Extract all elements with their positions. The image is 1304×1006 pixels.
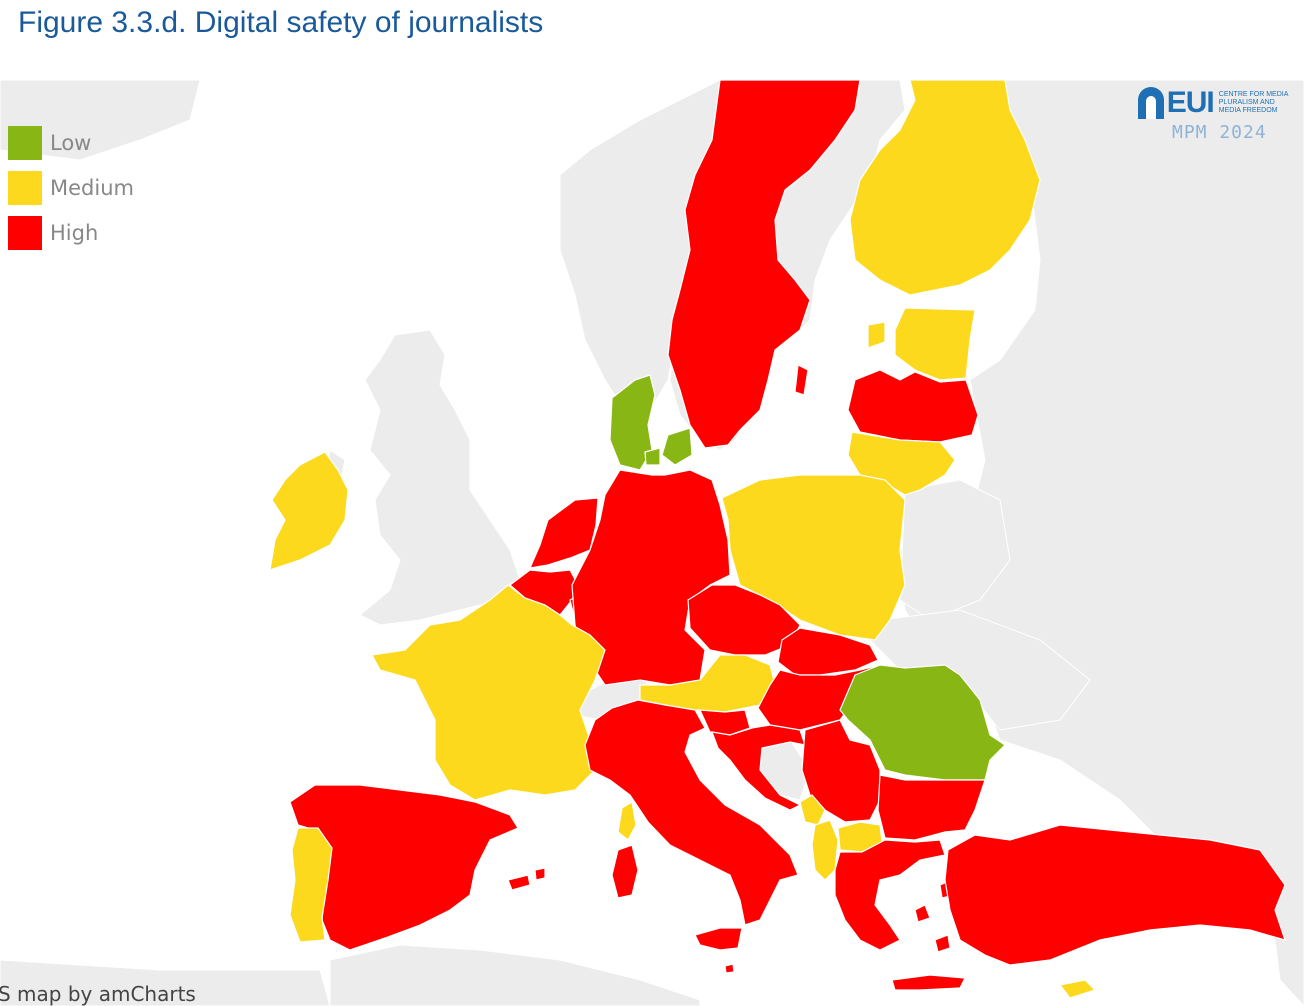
island-gotland — [794, 364, 809, 396]
country-ireland — [269, 451, 349, 571]
country-finland — [849, 80, 1041, 296]
legend-swatch-low — [8, 125, 42, 160]
map-credit: S map by amCharts — [0, 982, 196, 1006]
map-canvas — [0, 80, 1304, 1006]
figure-title: Figure 3.3.d. Digital safety of journali… — [18, 6, 544, 39]
legend-item-medium[interactable]: Medium — [8, 165, 134, 210]
map-legend: Low Medium High — [8, 120, 134, 255]
island-aland — [867, 321, 886, 349]
islands-balearic — [507, 867, 546, 891]
legend-label-high: High — [50, 220, 99, 245]
country-lithuania — [847, 431, 956, 496]
country-malta — [724, 963, 735, 974]
island-corsica — [617, 801, 637, 841]
country-portugal — [289, 827, 333, 943]
country-estonia — [894, 307, 976, 381]
legend-item-high[interactable]: High — [8, 210, 134, 255]
country-montenegro — [799, 794, 826, 826]
country-denmark — [609, 374, 656, 471]
country-romania — [839, 664, 1006, 781]
island-funen — [644, 447, 661, 466]
legend-label-medium: Medium — [50, 175, 134, 200]
country-slovakia — [777, 627, 879, 676]
legend-swatch-high — [8, 215, 42, 250]
eui-arch-icon — [1138, 87, 1164, 119]
island-sicily — [694, 927, 743, 951]
island-crete — [891, 974, 966, 991]
country-albania — [811, 819, 839, 881]
eui-logo: EUI CENTRE FOR MEDIA PLURALISM AND MEDIA… — [1138, 86, 1298, 146]
legend-swatch-medium — [8, 170, 42, 205]
legend-label-low: Low — [50, 130, 92, 155]
country-slovenia — [699, 709, 751, 736]
eui-logo-subtitle: CENTRE FOR MEDIA PLURALISM AND MEDIA FRE… — [1218, 91, 1288, 114]
country-bulgaria — [877, 774, 986, 841]
europe-map — [0, 80, 1304, 1006]
country-greece — [834, 839, 946, 951]
country-netherlands — [529, 497, 599, 569]
eui-logo-mark: EUI — [1166, 86, 1215, 119]
country-germany — [571, 469, 731, 686]
country-serbia — [801, 719, 881, 823]
island-sardinia — [611, 844, 639, 899]
legend-item-low[interactable]: Low — [8, 120, 134, 165]
country-latvia — [847, 369, 979, 443]
country-sweden — [667, 80, 861, 449]
island-zealand — [661, 427, 693, 466]
country-cyprus — [1058, 979, 1097, 999]
country-turkey — [944, 824, 1286, 966]
country-italy — [584, 699, 799, 926]
country-croatia — [711, 724, 806, 811]
country-layer — [269, 80, 1286, 999]
mpm-edition-label: MPM 2024 — [1172, 122, 1267, 143]
